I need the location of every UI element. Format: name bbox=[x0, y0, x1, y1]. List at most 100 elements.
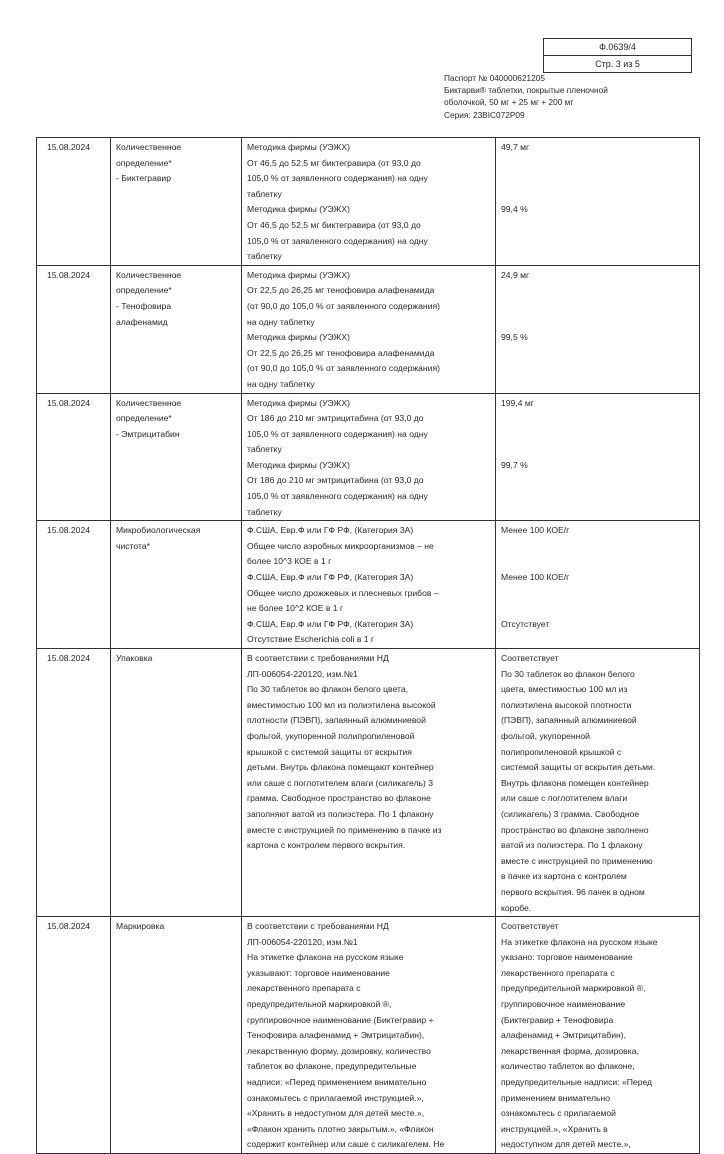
test-name-cell: Количественное определение* - Эмтрицитабин bbox=[110, 392, 242, 522]
result-line: системой защиты от вскрытия детьми. bbox=[501, 762, 656, 773]
passport-info: Паспорт № 040000621205 Биктарви® таблетк… bbox=[444, 72, 608, 121]
requirement-line: 105,0 % от заявленного содержания) на од… bbox=[247, 428, 428, 439]
date-cell: 15.08.2024 bbox=[36, 520, 111, 649]
table-row: 15.08.2024 Количественное определение* - Те… bbox=[36, 264, 700, 394]
requirement-line: Методика фирмы (УЭЖХ) bbox=[247, 142, 350, 152]
date-cell: 15.08.2024 bbox=[36, 916, 111, 1154]
result-line: применением внимательно bbox=[501, 1092, 611, 1103]
table-row: 15.08.2024 Количественное определение* - Эм… bbox=[36, 392, 700, 522]
result-line bbox=[501, 539, 694, 555]
result-line bbox=[501, 554, 694, 570]
date-cell: 15.08.2024 bbox=[36, 137, 111, 266]
requirement-line: крышкой с системой защиты от вскрытия bbox=[247, 746, 412, 757]
requirement-line: От 186 до 210 мг эмтрицитабина (от 93,0 … bbox=[247, 413, 424, 424]
result-line: указано: торговое наименование bbox=[501, 952, 633, 963]
result-line: алафенамид + Эмтрицитабин), bbox=[501, 1030, 627, 1041]
result-line: Внутрь флакона помещен контейнер bbox=[501, 777, 649, 788]
requirement-cell: Ф.США, Евр.Ф или ГФ РФ, (Категория 3А) Об… bbox=[241, 520, 496, 649]
requirement-line: От 22,5 до 26,25 мг тенофовира алафенами… bbox=[247, 347, 435, 358]
table-row: 15.08.2024 Микробиологическая чистота* Ф.СШ… bbox=[36, 520, 700, 649]
requirement-line: Тенофовира алафенамид + Эмтрицитабин), bbox=[247, 1030, 425, 1041]
result-line bbox=[501, 299, 694, 315]
test-date: 15.08.2024 bbox=[47, 653, 91, 663]
requirement-line: таблетку bbox=[247, 506, 282, 517]
test-name-line: определение* bbox=[116, 285, 172, 296]
requirement-line: вместе с инструкцией по применению в пач… bbox=[247, 824, 442, 835]
requirement-line: лекарственную форму, дозировку, количест… bbox=[247, 1045, 431, 1056]
passport-number: Паспорт № 040000621205 bbox=[444, 73, 545, 83]
test-name-line: Количественное bbox=[116, 397, 182, 408]
requirement-line: 105,0 % от заявленного содержания) на од… bbox=[247, 491, 428, 502]
requirement-line: грамма. Свободное пространство во флакон… bbox=[247, 793, 431, 804]
requirement-line: картона с контролем первого вскрытия. bbox=[247, 840, 406, 851]
result-line bbox=[501, 586, 694, 602]
result-line: лекарственного препарата с bbox=[501, 967, 615, 978]
requirement-line: ознакомьтесь с прилагаемой инструкцией.»… bbox=[247, 1092, 424, 1103]
test-name-cell: Микробиологическая чистота* bbox=[110, 520, 242, 649]
requirement-line: на одну таблетку bbox=[247, 316, 315, 327]
result-line bbox=[501, 601, 694, 617]
date-cell: 15.08.2024 bbox=[36, 392, 111, 522]
result-line: На этикетке флакона на русском языке bbox=[501, 936, 658, 947]
test-date: 15.08.2024 bbox=[47, 269, 91, 280]
result-line: 199,4 мг bbox=[501, 397, 534, 408]
test-name-line: - Эмтрицитабин bbox=[116, 428, 180, 439]
requirement-line: более 10^3 КОЕ в 1 г bbox=[247, 556, 332, 567]
result-line: Менее 100 КОЕ/г bbox=[501, 525, 570, 536]
table-row: 15.08.2024 Упаковка В соответствии с требо… bbox=[36, 647, 700, 918]
date-cell: 15.08.2024 bbox=[36, 647, 111, 918]
test-name-line: Маркировка bbox=[116, 921, 165, 932]
requirement-line: От 186 до 210 мг эмтрицитабина (от 93,0 … bbox=[247, 475, 424, 486]
requirement-line: предупредительной маркировкой ®, bbox=[247, 999, 392, 1010]
product-name: Биктарви® таблетки, покрытые пленочной bbox=[444, 85, 608, 96]
requirement-line: Отсутствие Escherichia coli в 1 г bbox=[247, 634, 375, 645]
result-line: (Биктегравир + Тенофовира bbox=[501, 1014, 614, 1025]
requirement-line: Методика фирмы (УЭЖХ) bbox=[247, 269, 350, 280]
result-line: коробе. bbox=[501, 902, 532, 913]
requirement-line: «Флакон хранить плотно закрытым.», «Флак… bbox=[247, 1123, 434, 1134]
test-name-cell: Количественное определение* - Биктегравир bbox=[110, 137, 242, 266]
test-name-line: определение* bbox=[116, 413, 172, 424]
requirement-line: Общее число дрожжевых и плесневых грибов… bbox=[247, 587, 439, 598]
result-line: (ПЭВП), запаянный алюминиевой bbox=[501, 715, 637, 726]
result-cell: Соответствует На этикетке флакона на русс… bbox=[495, 916, 700, 1154]
result-line: Отсутствует bbox=[501, 618, 550, 629]
test-name-line: чистота* bbox=[116, 540, 150, 551]
result-line bbox=[501, 187, 694, 203]
requirement-line: От 46,5 до 52,5 мг биктегравира (от 93,0… bbox=[247, 157, 421, 168]
test-date: 15.08.2024 bbox=[47, 525, 91, 536]
requirement-cell: Методика фирмы (УЭЖХ) От 186 до 210 мг эм… bbox=[241, 392, 496, 522]
requirement-line: содержит контейнер или саше с силикагеле… bbox=[247, 1139, 445, 1150]
result-line: По 30 таблеток во флакон белого bbox=[501, 668, 635, 679]
requirement-line: (от 90,0 до 105,0 % от заявленного содер… bbox=[247, 300, 440, 311]
batch-series: Серия: 23BIC072P09 bbox=[444, 109, 525, 120]
requirement-line: группировочное наименование (Биктегравир… bbox=[247, 1014, 434, 1025]
requirement-line: Методика фирмы (УЭЖХ) bbox=[247, 204, 350, 215]
requirement-line: Общее число аэробных микроорганизмов – н… bbox=[247, 540, 434, 551]
requirement-line: Ф.США, Евр.Ф или ГФ РФ, (Категория 3А) bbox=[247, 572, 414, 583]
date-cell: 15.08.2024 bbox=[36, 264, 111, 394]
result-line: предупредительные надписи: «Перед bbox=[501, 1077, 653, 1088]
result-line: полипропиленовой крышкой с bbox=[501, 746, 622, 757]
result-line: фольгой, укупоренной bbox=[501, 730, 590, 741]
test-name-line: определение* bbox=[116, 157, 172, 168]
requirement-line: От 46,5 до 52,5 мг биктегравира (от 93,0… bbox=[247, 219, 421, 230]
requirement-line: таблетку bbox=[247, 251, 282, 262]
requirement-line: На этикетке флакона на русском языке bbox=[247, 952, 404, 963]
test-name-line: Количественное bbox=[116, 269, 182, 280]
result-line: количество таблеток во флаконе, bbox=[501, 1061, 635, 1072]
test-name-cell: Маркировка bbox=[110, 916, 242, 1154]
requirement-line: (от 90,0 до 105,0 % от заявленного содер… bbox=[247, 363, 440, 374]
requirement-line: Методика фирмы (УЭЖХ) bbox=[247, 397, 350, 408]
test-name-line: - Тенофовира bbox=[116, 300, 172, 311]
form-code: Ф.0639/4 bbox=[599, 42, 636, 52]
test-name-cell: Упаковка bbox=[110, 647, 242, 918]
requirement-line: В соответствии с требованиями НД bbox=[247, 653, 389, 663]
result-line: группировочное наименование bbox=[501, 999, 626, 1010]
requirement-line: не более 10^2 КОЕ в 1 г bbox=[247, 603, 344, 614]
result-line: Менее 100 КОЕ/г bbox=[501, 572, 570, 583]
requirement-cell: В соответствии с требованиями НД ЛП-00605… bbox=[241, 916, 496, 1154]
test-results-table: 15.08.2024 Количественное определение* - Би… bbox=[36, 137, 700, 1154]
requirement-line: 105,0 % от заявленного содержания) на од… bbox=[247, 235, 428, 246]
requirement-cell: Методика фирмы (УЭЖХ) От 46,5 до 52,5 мг … bbox=[241, 137, 496, 266]
